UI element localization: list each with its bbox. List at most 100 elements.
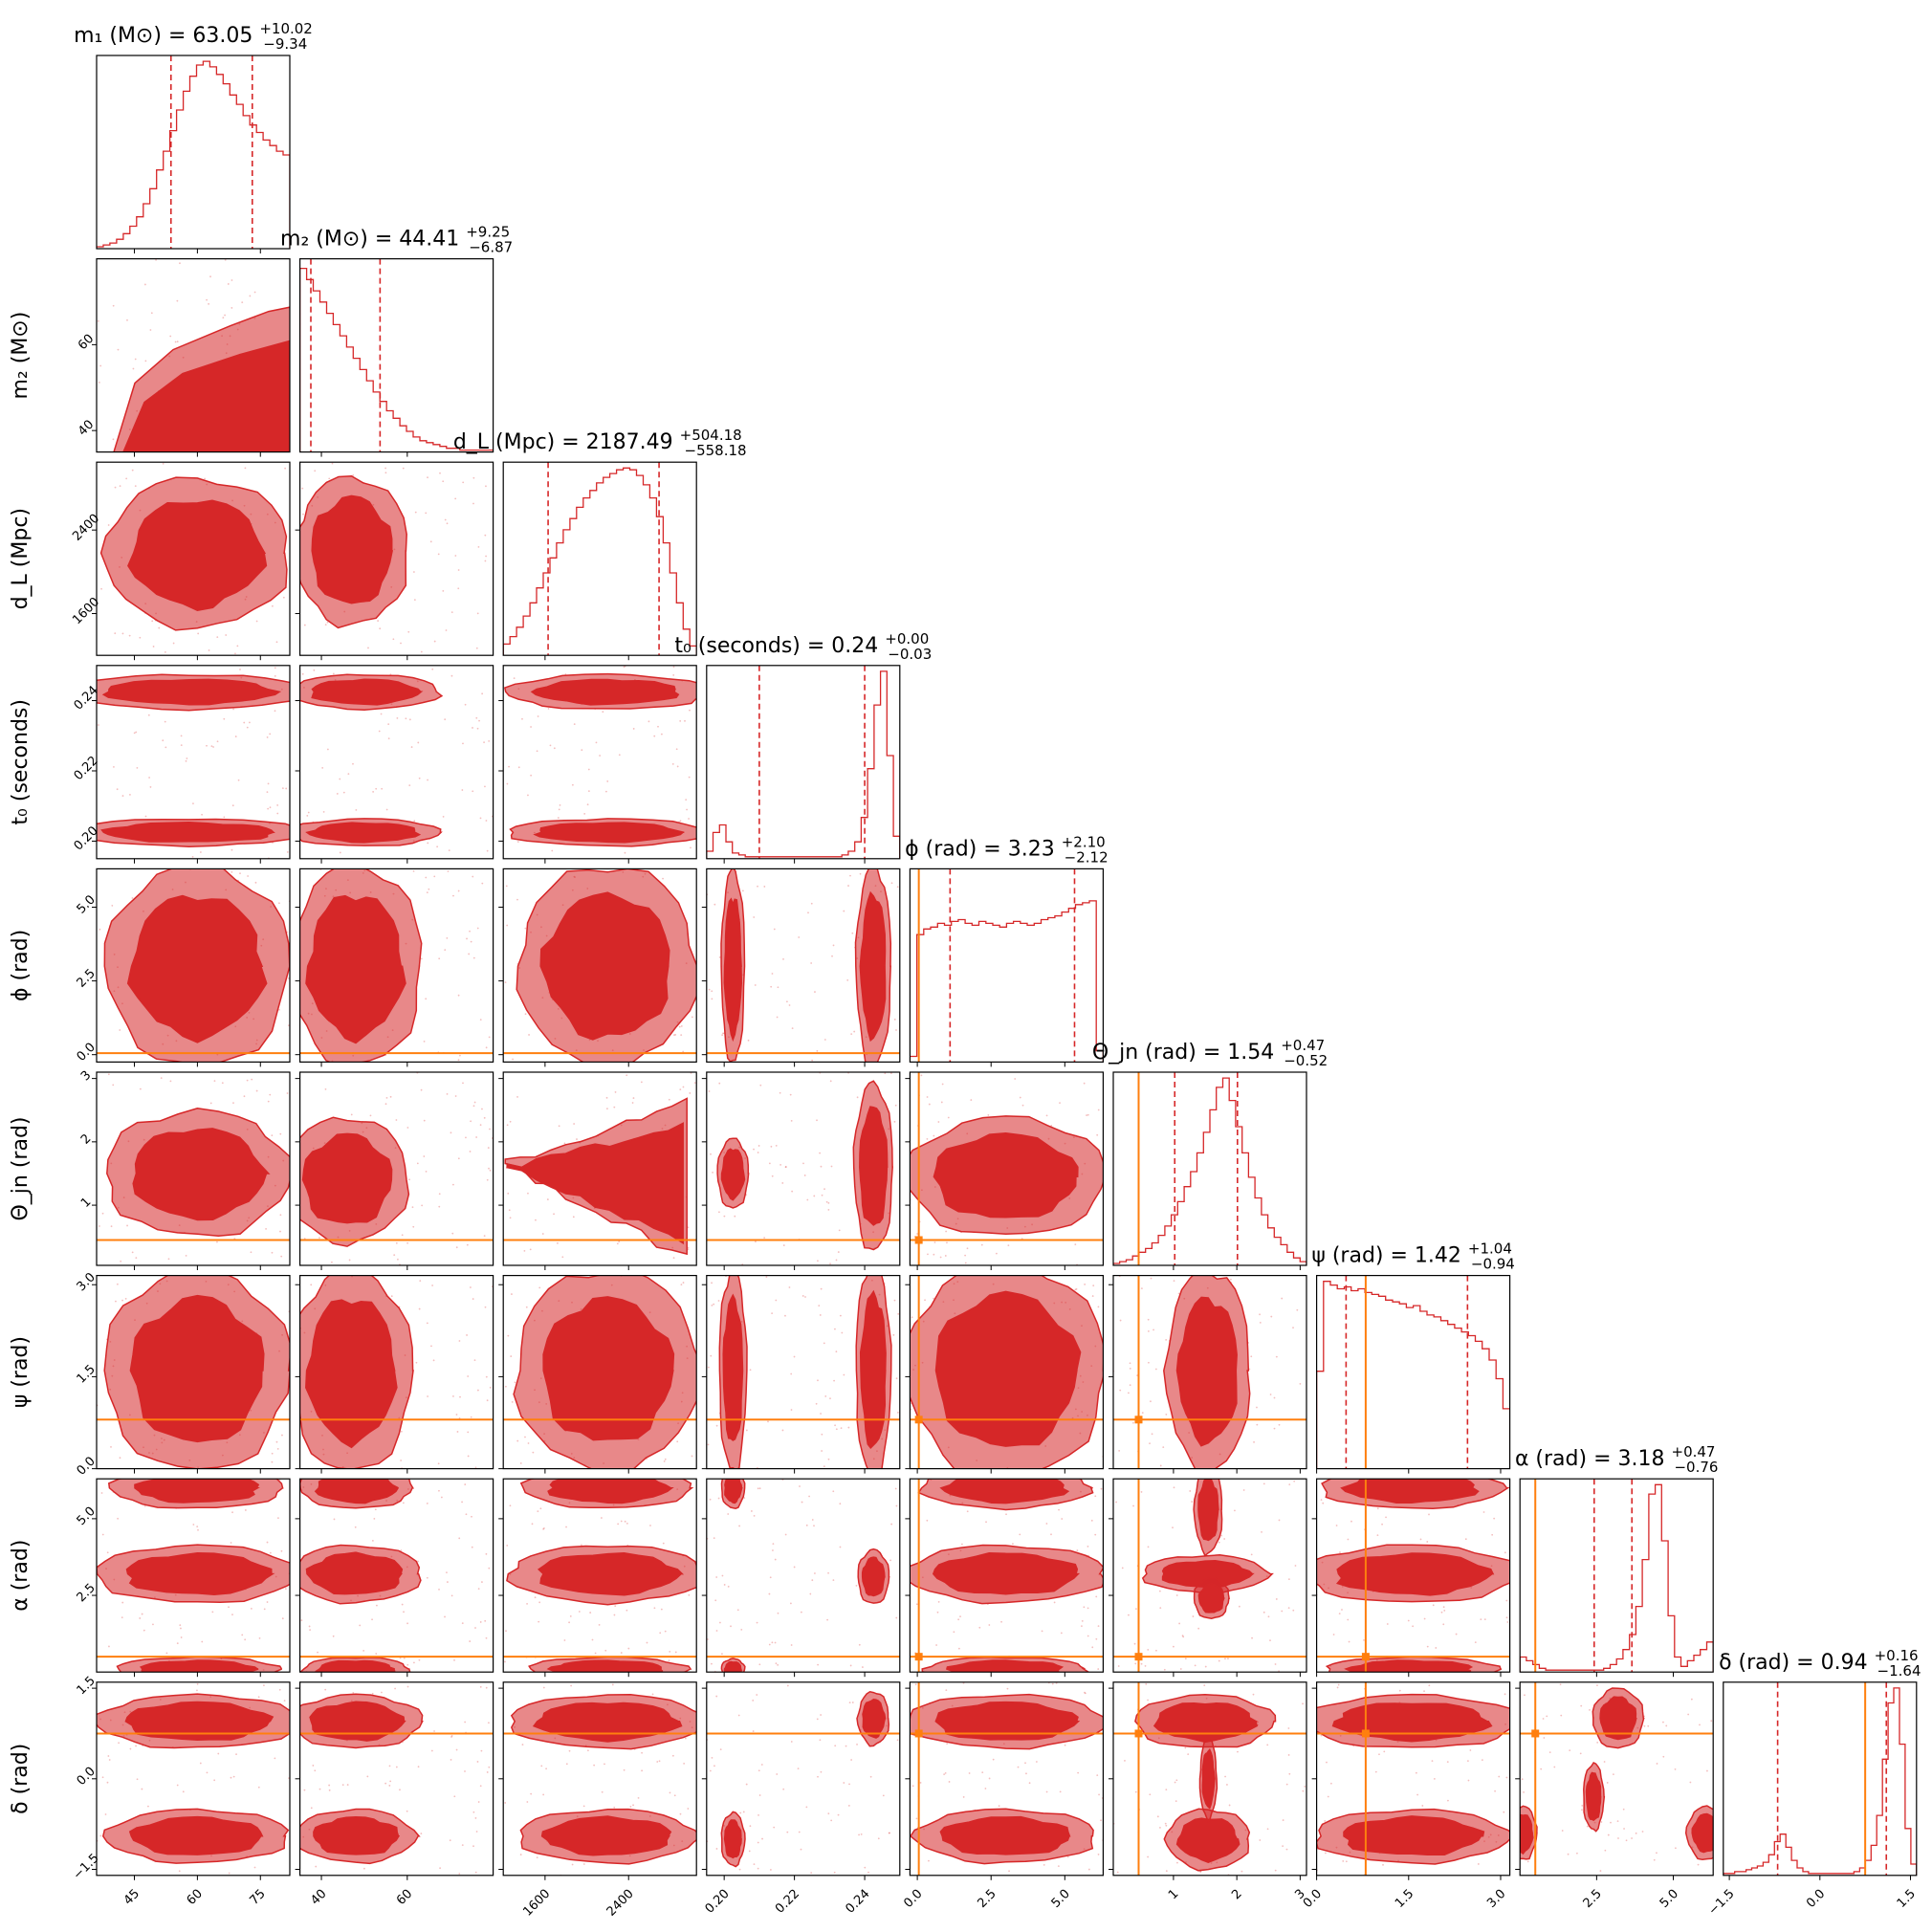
y-tick-label: 1.5 <box>75 1362 99 1386</box>
sample-point <box>839 1546 842 1548</box>
sample-point <box>405 717 407 720</box>
sample-point <box>1274 1869 1277 1872</box>
sample-point <box>412 1225 415 1228</box>
sample-point <box>1174 1781 1176 1784</box>
panel-frame <box>1519 1478 1714 1673</box>
sample-point <box>688 1593 691 1596</box>
sample-point <box>1097 1854 1100 1855</box>
sample-point <box>423 1040 426 1043</box>
sample-point <box>817 1379 819 1382</box>
sample-point <box>300 1619 303 1622</box>
panel-frame <box>96 1478 291 1673</box>
sample-point <box>840 1427 843 1430</box>
sample-point <box>747 1039 750 1042</box>
panel-phi-vs-dL <box>498 867 697 1067</box>
sample-point <box>117 1517 120 1520</box>
sample-point <box>470 1416 472 1418</box>
sample-point <box>237 779 240 781</box>
contour-inner <box>530 678 680 706</box>
sample-point <box>274 710 276 713</box>
y-axis-label-delta: δ (rad) <box>9 1744 33 1814</box>
sample-point <box>640 1081 643 1084</box>
sample-point <box>1293 1480 1296 1482</box>
sample-point <box>741 889 744 892</box>
sample-point <box>1140 1491 1143 1493</box>
sample-point <box>286 1092 289 1094</box>
sample-point <box>1363 1638 1365 1641</box>
sample-point <box>403 1657 406 1659</box>
sample-point <box>980 1243 983 1246</box>
y-tick-label: 40 <box>76 418 97 439</box>
sample-point <box>326 748 329 751</box>
sample-point <box>856 1096 859 1099</box>
contour-inner <box>722 1293 744 1441</box>
sample-point <box>469 1640 472 1642</box>
y-axis-label-psi: ψ (rad) <box>9 1336 33 1408</box>
sample-point <box>478 719 480 722</box>
sample-point <box>893 1299 896 1302</box>
sample-point <box>400 1430 403 1433</box>
sample-point <box>132 367 135 370</box>
sample-point <box>450 1736 452 1738</box>
sample-point <box>475 1831 478 1833</box>
sample-point <box>339 778 341 780</box>
sample-point <box>454 555 457 557</box>
sample-point <box>451 1232 454 1235</box>
histogram-step <box>1316 1281 1510 1469</box>
sample-point <box>1273 1396 1276 1399</box>
sample-point <box>101 1212 104 1215</box>
sample-point <box>722 1032 724 1035</box>
sample-point <box>1581 1804 1584 1807</box>
sample-point <box>355 808 358 811</box>
sample-point <box>1442 1606 1445 1609</box>
sample-point <box>486 1399 489 1402</box>
sample-point <box>445 629 448 631</box>
sample-point <box>406 1127 409 1129</box>
contour-inner <box>859 1106 889 1226</box>
sample-point <box>1270 1315 1273 1318</box>
sample-point <box>373 1517 376 1520</box>
sample-point <box>108 1759 111 1761</box>
sample-point <box>1521 1778 1524 1781</box>
sample-point <box>165 1652 168 1655</box>
sample-point <box>408 718 411 721</box>
contour-inner <box>311 494 394 604</box>
sample-point <box>384 1782 387 1785</box>
sample-point <box>231 870 233 873</box>
sample-point <box>458 1873 461 1875</box>
sample-point <box>1053 1601 1056 1604</box>
sample-point <box>455 1246 458 1249</box>
sample-point <box>484 560 487 562</box>
sample-point <box>687 1226 690 1229</box>
sample-point <box>829 1262 831 1265</box>
sample-point <box>423 1119 426 1122</box>
sample-point <box>1129 1367 1131 1370</box>
sample-point <box>227 283 230 285</box>
sample-point <box>446 936 449 939</box>
contour-inner <box>1331 1702 1493 1743</box>
sample-point <box>808 1495 810 1498</box>
sample-point <box>624 851 626 854</box>
sample-point <box>431 1284 434 1286</box>
sample-point <box>646 1641 648 1644</box>
sample-point <box>711 990 714 993</box>
sample-point <box>1084 1284 1087 1285</box>
sample-point <box>1173 1645 1175 1648</box>
sample-point <box>462 481 465 484</box>
sample-point <box>937 1600 940 1603</box>
sample-point <box>1060 1632 1063 1635</box>
sample-point <box>462 742 464 745</box>
sample-point <box>1288 1483 1291 1486</box>
sample-point <box>832 1579 835 1582</box>
sample-point <box>354 1526 357 1528</box>
sample-point <box>505 885 508 888</box>
sample-point <box>613 1614 616 1616</box>
sample-point <box>1296 1308 1299 1311</box>
sample-point <box>623 1768 626 1771</box>
sample-point <box>257 1696 260 1699</box>
sample-point <box>717 1300 720 1302</box>
sample-point <box>869 1775 872 1778</box>
sample-point <box>480 1749 483 1752</box>
sample-point <box>830 1819 833 1822</box>
sample-point <box>771 1175 774 1177</box>
